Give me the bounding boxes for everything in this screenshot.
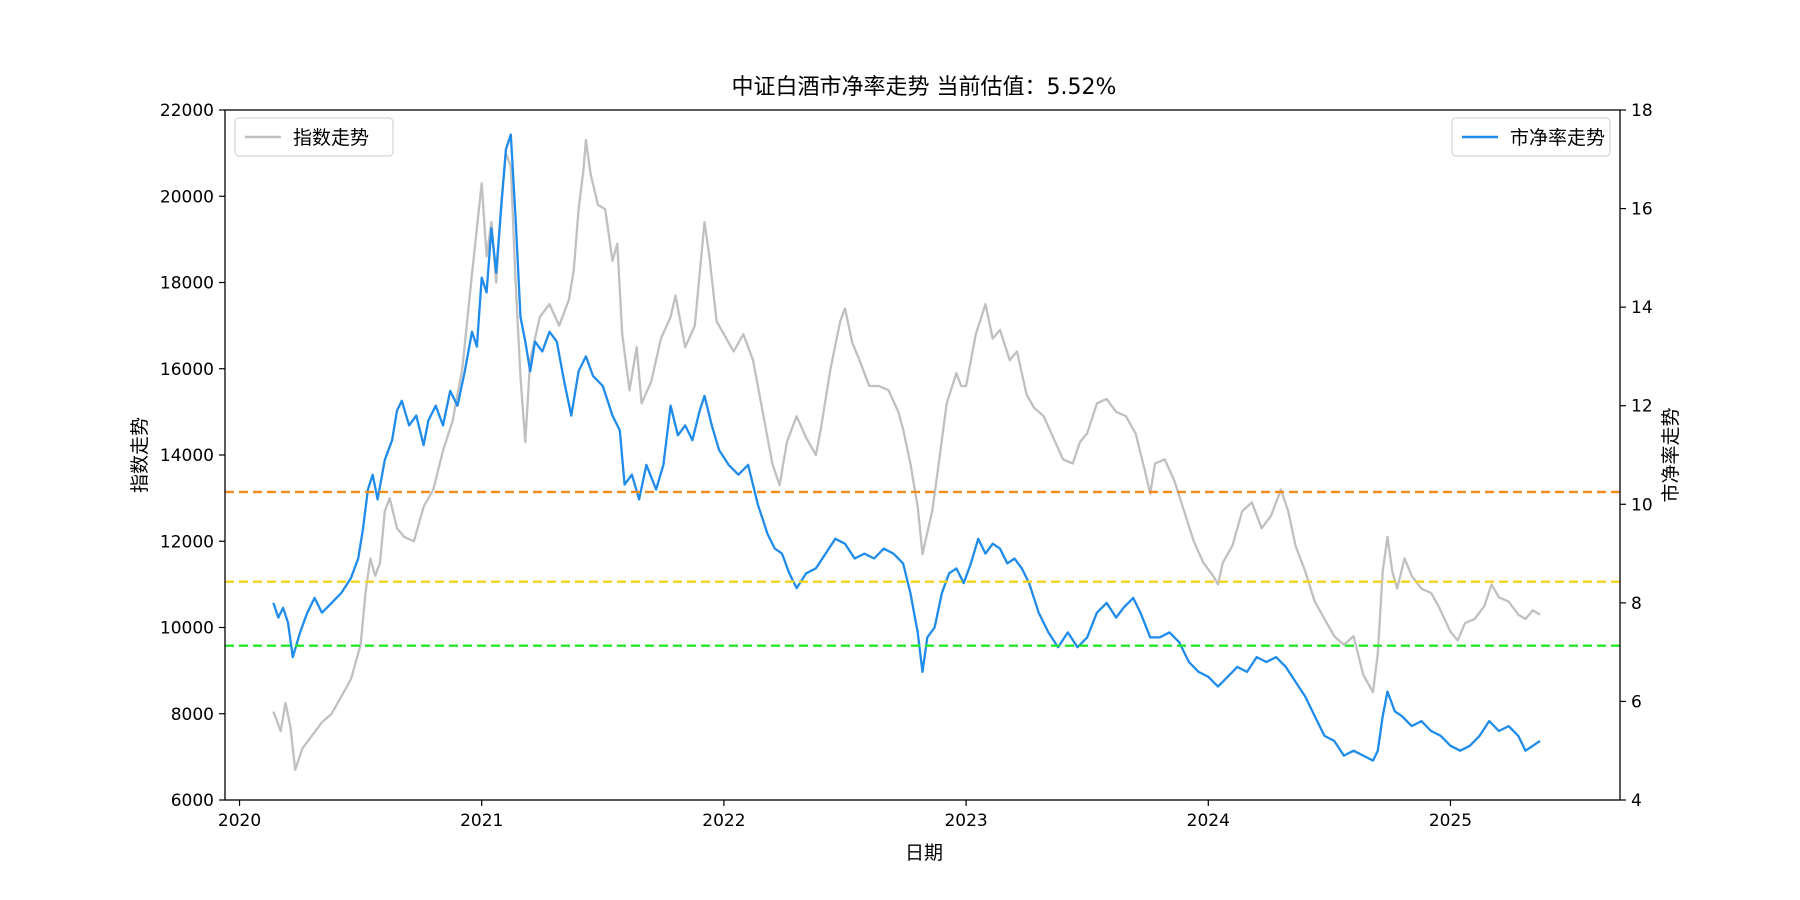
x-tick-label: 2023 [944,811,987,831]
y-left-tick-label: 8000 [171,705,214,725]
y-axis-right-label: 市净率走势 [1660,407,1682,502]
series-line-2 [272,133,1541,762]
legend-label: 指数走势 [293,127,369,149]
y-left-tick-label: 18000 [160,274,214,294]
chart-title: 中证白酒市净率走势 当前估值：5.52% [732,75,1117,100]
y-right-tick-label: 16 [1631,200,1653,220]
x-tick-label: 2021 [460,811,503,831]
legend-box [234,117,394,157]
y-right-tick-label: 4 [1631,791,1642,811]
legend-box [1451,117,1611,157]
axes: 2020 2021 2022 2023 2024 2025 6000 8000 10000 120… [160,101,1653,831]
y-left-tick-label: 20000 [160,187,214,207]
y-axis-left-label: 指数走势 [129,417,151,493]
y-right-tick-label: 18 [1631,101,1653,121]
x-tick-label: 2024 [1187,811,1230,831]
x-tick-label: 2020 [218,811,261,831]
series-line-1 [272,139,1541,771]
plot-area [225,133,1620,771]
legend-label: 市净率走势 [1510,127,1605,149]
x-tick-label: 2022 [702,811,745,831]
legends: 指数走势 市净率走势 [234,117,1611,157]
y-right-tick-label: 8 [1631,594,1642,614]
y-right-tick-label: 12 [1631,397,1653,417]
plot-frame [224,109,1621,801]
y-right-tick-label: 14 [1631,298,1653,318]
legend-2: 市净率走势 [1451,117,1611,157]
y-left-tick-label: 22000 [160,101,214,121]
x-tick-label: 2025 [1429,811,1472,831]
y-left-tick-label: 14000 [160,446,214,466]
y-left-tick-label: 16000 [160,360,214,380]
y-left-tick-label: 10000 [160,619,214,639]
y-left-tick-label: 12000 [160,532,214,552]
x-axis-label: 日期 [905,842,943,864]
y-right-tick-label: 10 [1631,495,1653,515]
y-right-tick-label: 6 [1631,692,1642,712]
y-left-tick-label: 6000 [171,791,214,811]
legend-1: 指数走势 [234,117,394,157]
